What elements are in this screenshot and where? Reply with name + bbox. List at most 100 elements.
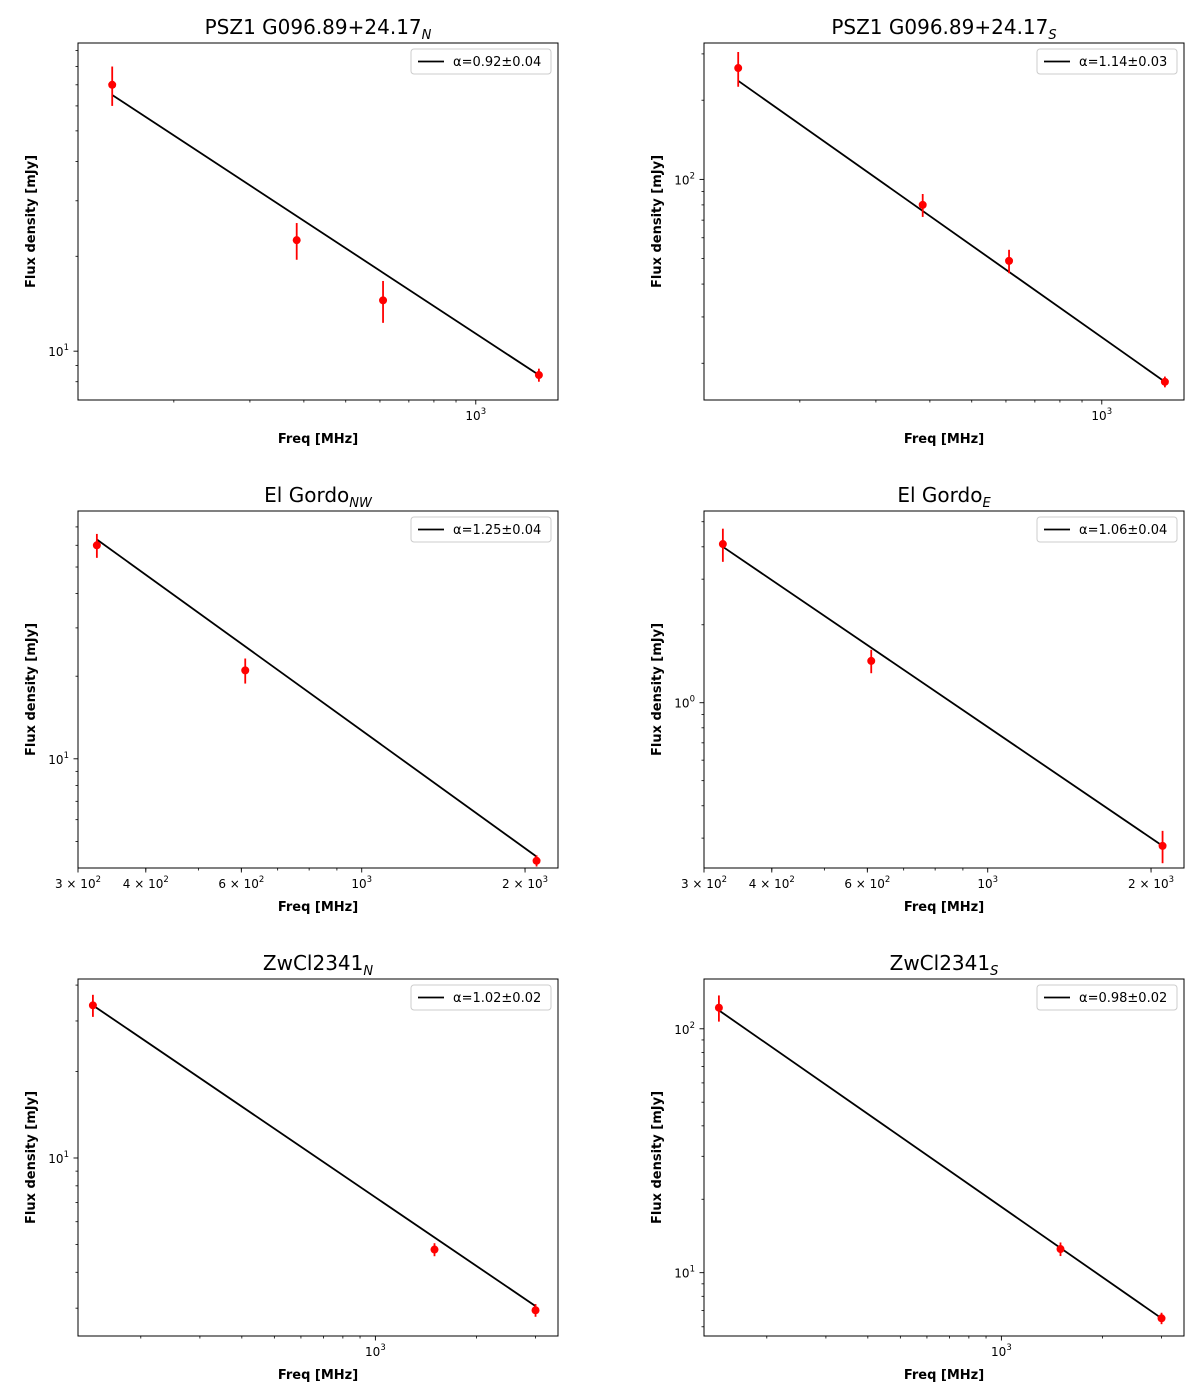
x-tick-label-exponent: 2 (789, 875, 794, 885)
chart-title-main: ZwCl2341 (890, 951, 990, 975)
y-tick-label-base: 10 (48, 345, 63, 359)
chart-title: PSZ1 G096.89+24.17S (831, 15, 1056, 43)
y-tick-label-exponent: 1 (64, 343, 69, 353)
y-tick-label-base: 10 (674, 1267, 689, 1281)
x-tick-label-exponent: 3 (1169, 875, 1174, 885)
chart-title: El GordoE (897, 483, 991, 511)
y-axis-label: Flux density [mJy] (24, 623, 39, 756)
chart-title-subscript: N (422, 28, 432, 43)
plot-frame (703, 42, 1185, 401)
x-tick-label-exponent: 3 (380, 1343, 385, 1353)
data-point (1158, 841, 1167, 850)
y-tick-label-base: 10 (674, 697, 689, 711)
y-tick-label-base: 10 (674, 173, 689, 187)
data-point (379, 296, 388, 305)
chart-title-main: PSZ1 G096.89+24.17 (205, 15, 422, 39)
data-point (532, 856, 541, 865)
chart-title: El GordoNW (264, 483, 373, 511)
data-point (241, 666, 250, 675)
chart-title-subscript: E (982, 496, 991, 511)
y-axis-label: Flux density [mJy] (650, 1091, 665, 1224)
plot-frame (77, 978, 559, 1337)
data-point (108, 80, 117, 89)
y-tick-label-base: 10 (674, 1023, 689, 1037)
x-tick-label-exponent: 2 (96, 875, 101, 885)
x-tick-label: 4 × 102 (123, 875, 169, 891)
plot-frame (77, 42, 559, 401)
y-axis-label: Flux density [mJy] (24, 1091, 39, 1224)
data-point (531, 1306, 540, 1315)
chart-title-subscript: N (363, 964, 373, 979)
x-tick-label: 2 × 103 (502, 875, 548, 891)
y-tick-label-exponent: 0 (690, 695, 695, 705)
x-tick-label-base: 10 (365, 1345, 380, 1359)
x-tick-label: 6 × 102 (218, 875, 264, 891)
x-tick-label-base: 10 (1091, 409, 1106, 423)
plot-frame (703, 978, 1185, 1337)
x-tick-label-base: 10 (991, 1345, 1006, 1359)
y-tick-label-exponent: 2 (690, 1021, 695, 1031)
x-tick-label-exponent: 2 (722, 875, 727, 885)
legend-box (410, 984, 552, 1011)
x-tick-label: 3 × 102 (55, 875, 101, 891)
x-tick-label-base: 2 × 10 (1128, 877, 1169, 891)
x-axis-label: Freq [MHz] (278, 1368, 358, 1383)
x-tick-label-exponent: 3 (481, 407, 486, 417)
fit-line (96, 538, 538, 858)
x-tick-label-base: 4 × 10 (123, 877, 164, 891)
legend-box (410, 48, 552, 75)
x-tick-label-base: 10 (465, 409, 480, 423)
y-axis-label: Flux density [mJy] (650, 155, 665, 288)
x-tick-label-base: 4 × 10 (749, 877, 790, 891)
y-tick-label: 101 (674, 1265, 695, 1281)
chart-title-subscript: S (990, 964, 998, 979)
x-tick-label-exponent: 2 (163, 875, 168, 885)
data-point (714, 1003, 723, 1012)
chart-title-main: El Gordo (264, 483, 349, 507)
x-tick-label-exponent: 3 (543, 875, 548, 885)
data-point (292, 236, 301, 245)
chart-title: ZwCl2341N (263, 951, 373, 979)
y-tick-label-exponent: 2 (690, 171, 695, 181)
chart-title-subscript: NW (349, 496, 373, 511)
data-point (1160, 377, 1169, 386)
x-tick-label: 103 (991, 1343, 1012, 1359)
y-tick-label-exponent: 1 (64, 1150, 69, 1160)
y-tick-label-exponent: 1 (64, 751, 69, 761)
x-axis-label: Freq [MHz] (278, 432, 358, 447)
x-tick-label-exponent: 3 (1006, 1343, 1011, 1353)
x-tick-label-base: 2 × 10 (502, 877, 543, 891)
y-tick-label-base: 10 (48, 1152, 63, 1166)
data-point (918, 200, 927, 209)
x-tick-label: 103 (351, 875, 372, 891)
fit-line (111, 94, 540, 376)
x-tick-label-exponent: 3 (367, 875, 372, 885)
data-point (1005, 256, 1014, 265)
data-point (88, 1001, 97, 1010)
legend-label: α=1.14±0.03 (1079, 55, 1167, 70)
legend-label: α=1.02±0.02 (453, 991, 541, 1006)
x-tick-label: 103 (977, 875, 998, 891)
y-tick-label: 101 (48, 751, 69, 767)
legend-box (1036, 48, 1178, 75)
y-tick-label: 100 (674, 695, 695, 711)
legend-label: α=0.98±0.02 (1079, 991, 1167, 1006)
x-tick-label: 2 × 103 (1128, 875, 1174, 891)
y-axis-label: Flux density [mJy] (650, 623, 665, 756)
data-point (1157, 1314, 1166, 1323)
fit-line (718, 1009, 1163, 1320)
x-tick-label: 6 × 102 (844, 875, 890, 891)
x-axis-label: Freq [MHz] (904, 900, 984, 915)
x-tick-label-exponent: 2 (259, 875, 264, 885)
legend-box (1036, 516, 1178, 543)
x-tick-label-exponent: 2 (885, 875, 890, 885)
data-point (1056, 1245, 1065, 1254)
y-tick-label: 101 (48, 1150, 69, 1166)
